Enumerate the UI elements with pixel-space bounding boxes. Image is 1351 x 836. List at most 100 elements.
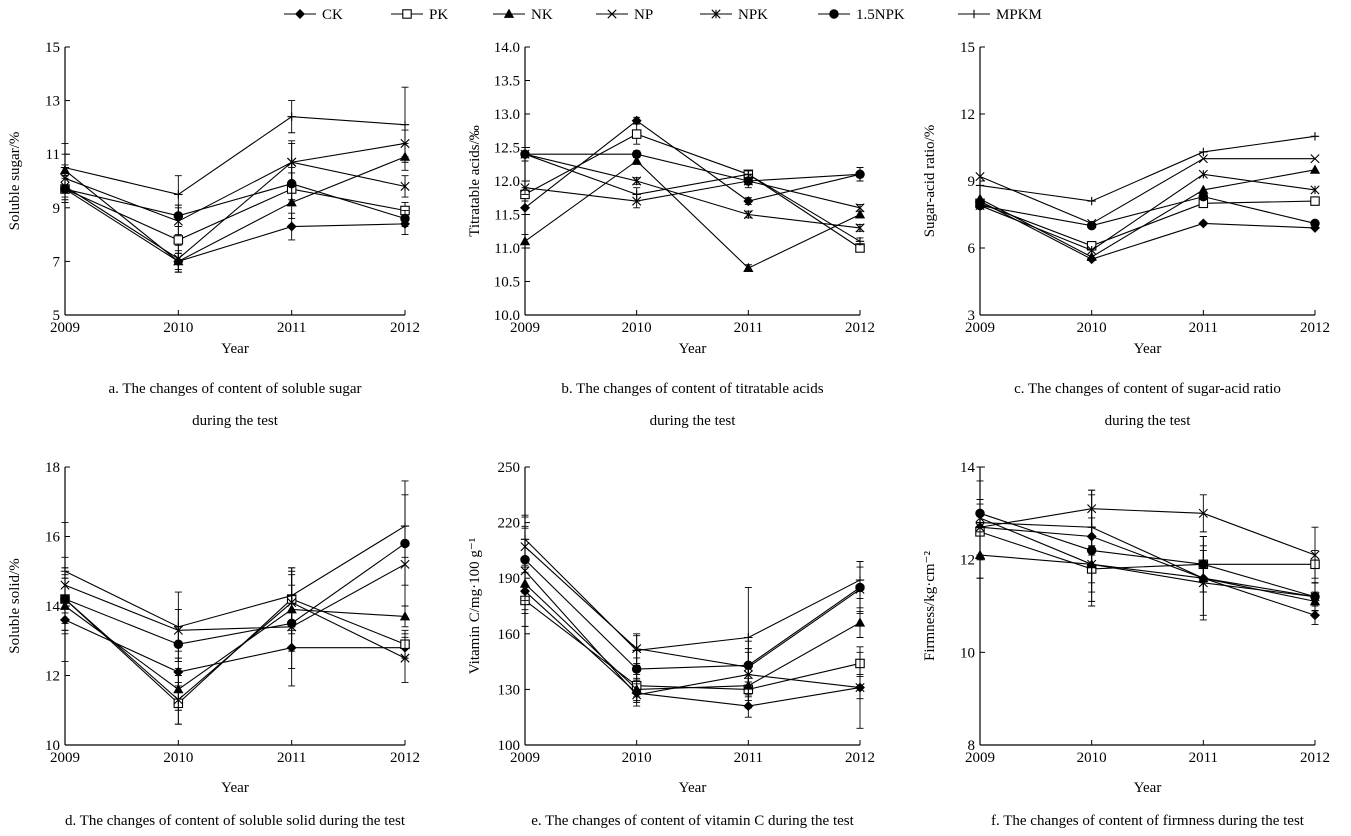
y-axis-title: Sugar-acid ratio/%	[922, 125, 938, 238]
data-point	[631, 129, 642, 139]
y-tick-label: 10	[45, 738, 60, 754]
x-tick-label: 2010	[163, 750, 193, 766]
legend-marker	[295, 9, 305, 19]
data-point	[1310, 610, 1320, 621]
panel-caption: during the test	[1105, 413, 1192, 429]
data-point	[1310, 185, 1320, 195]
series-line	[524, 120, 861, 209]
x-tick-label: 2011	[734, 320, 763, 336]
legend-item: MPKM	[958, 7, 1042, 23]
y-tick-label: 12	[960, 107, 975, 123]
series-line	[64, 188, 406, 241]
data-point	[1199, 147, 1208, 157]
series-line	[979, 196, 1316, 227]
legend-marker	[402, 9, 412, 19]
y-tick-label: 9	[968, 174, 976, 190]
y-tick-label: 8	[968, 738, 976, 754]
data-point	[287, 112, 296, 121]
series-line	[979, 522, 1316, 598]
series-line	[64, 188, 406, 263]
series-NPK	[520, 147, 865, 233]
panel-d: 10 12 14 16 18 2009 2010 2011 2012 Year Soluble so…	[7, 460, 420, 829]
data-point	[1310, 592, 1320, 601]
data-point	[855, 223, 865, 233]
legend-label: PK	[429, 7, 448, 23]
series-line	[524, 546, 861, 668]
legend-marker	[607, 9, 617, 19]
series-line	[979, 508, 1316, 556]
series-MPKM	[60, 86, 410, 214]
series-MPKM	[60, 494, 410, 663]
x-tick-label: 2010	[622, 750, 652, 766]
x-tick-label: 2009	[50, 750, 80, 766]
series-line	[524, 559, 861, 670]
data-point	[1310, 550, 1320, 560]
y-tick-label: 18	[45, 460, 60, 476]
legend-item: 1.5NPK	[818, 7, 905, 23]
data-point	[60, 567, 70, 576]
series-CK	[60, 175, 410, 270]
data-point	[286, 178, 297, 189]
data-point	[855, 169, 865, 180]
series-NP	[60, 129, 410, 236]
series-MPKM	[520, 516, 865, 688]
x-axis-title: Year	[679, 780, 707, 796]
panel-caption: c. The changes of content of sugar-acid …	[1014, 381, 1281, 397]
x-axis-title: Year	[1134, 341, 1162, 357]
series-line	[524, 180, 861, 209]
y-tick-label: 11.5	[494, 208, 520, 224]
x-tick-label: 2011	[277, 750, 306, 766]
y-axis-title: Soluble sugar/%	[7, 132, 23, 231]
series-line	[64, 598, 406, 701]
series-line	[524, 153, 861, 242]
x-tick-label: 2009	[50, 320, 80, 336]
series-PK	[520, 123, 865, 253]
series-line	[979, 554, 1316, 602]
data-point	[975, 518, 985, 527]
data-point	[743, 196, 754, 207]
y-tick-label: 13.5	[494, 74, 520, 90]
data-point	[975, 200, 985, 211]
y-axis-title: Firmness/kg·cm⁻²	[922, 551, 938, 661]
y-tick-label: 16	[45, 530, 61, 546]
series-NK	[59, 143, 411, 273]
y-tick-label: 13	[45, 94, 60, 110]
x-axis-title: Year	[679, 341, 707, 357]
x-tick-label: 2009	[510, 750, 540, 766]
series-line	[524, 600, 861, 690]
series-NP	[975, 154, 1320, 229]
data-point	[1198, 169, 1208, 179]
data-point	[632, 646, 641, 655]
x-tick-label: 2011	[277, 320, 306, 336]
y-tick-label: 100	[498, 738, 521, 754]
data-point	[287, 157, 297, 167]
data-point	[855, 237, 865, 246]
series-line	[64, 563, 406, 631]
y-axis-title: Vitamin C/mg·100 g⁻¹	[467, 538, 483, 675]
data-point	[173, 254, 183, 264]
panel-b: 10.0 10.5 11.0 11.5 12.0 12.5 13.0 13.5 14.0 2009…	[467, 40, 875, 429]
data-point	[1198, 218, 1209, 229]
data-point	[520, 202, 530, 213]
data-point	[855, 575, 865, 585]
series-PK	[975, 503, 1320, 593]
series-line	[64, 116, 406, 195]
x-tick-label: 2012	[1300, 750, 1330, 766]
legend-item: PK	[391, 7, 448, 23]
series-line	[524, 570, 861, 696]
data-point	[400, 120, 410, 129]
legend-marker	[711, 9, 721, 19]
series-line	[64, 605, 406, 691]
y-tick-label: 220	[498, 516, 521, 532]
y-tick-label: 14.0	[494, 40, 520, 56]
series-CK	[520, 572, 865, 718]
series-MPKM	[975, 132, 1320, 206]
legend-label: CK	[322, 7, 343, 23]
y-tick-label: 12	[960, 553, 975, 569]
data-point	[632, 176, 642, 186]
data-point	[286, 221, 297, 232]
panel-caption: during the test	[192, 413, 279, 429]
data-point	[173, 235, 184, 245]
panel-caption: b. The changes of content of titratable …	[561, 381, 823, 397]
data-point	[855, 682, 865, 693]
